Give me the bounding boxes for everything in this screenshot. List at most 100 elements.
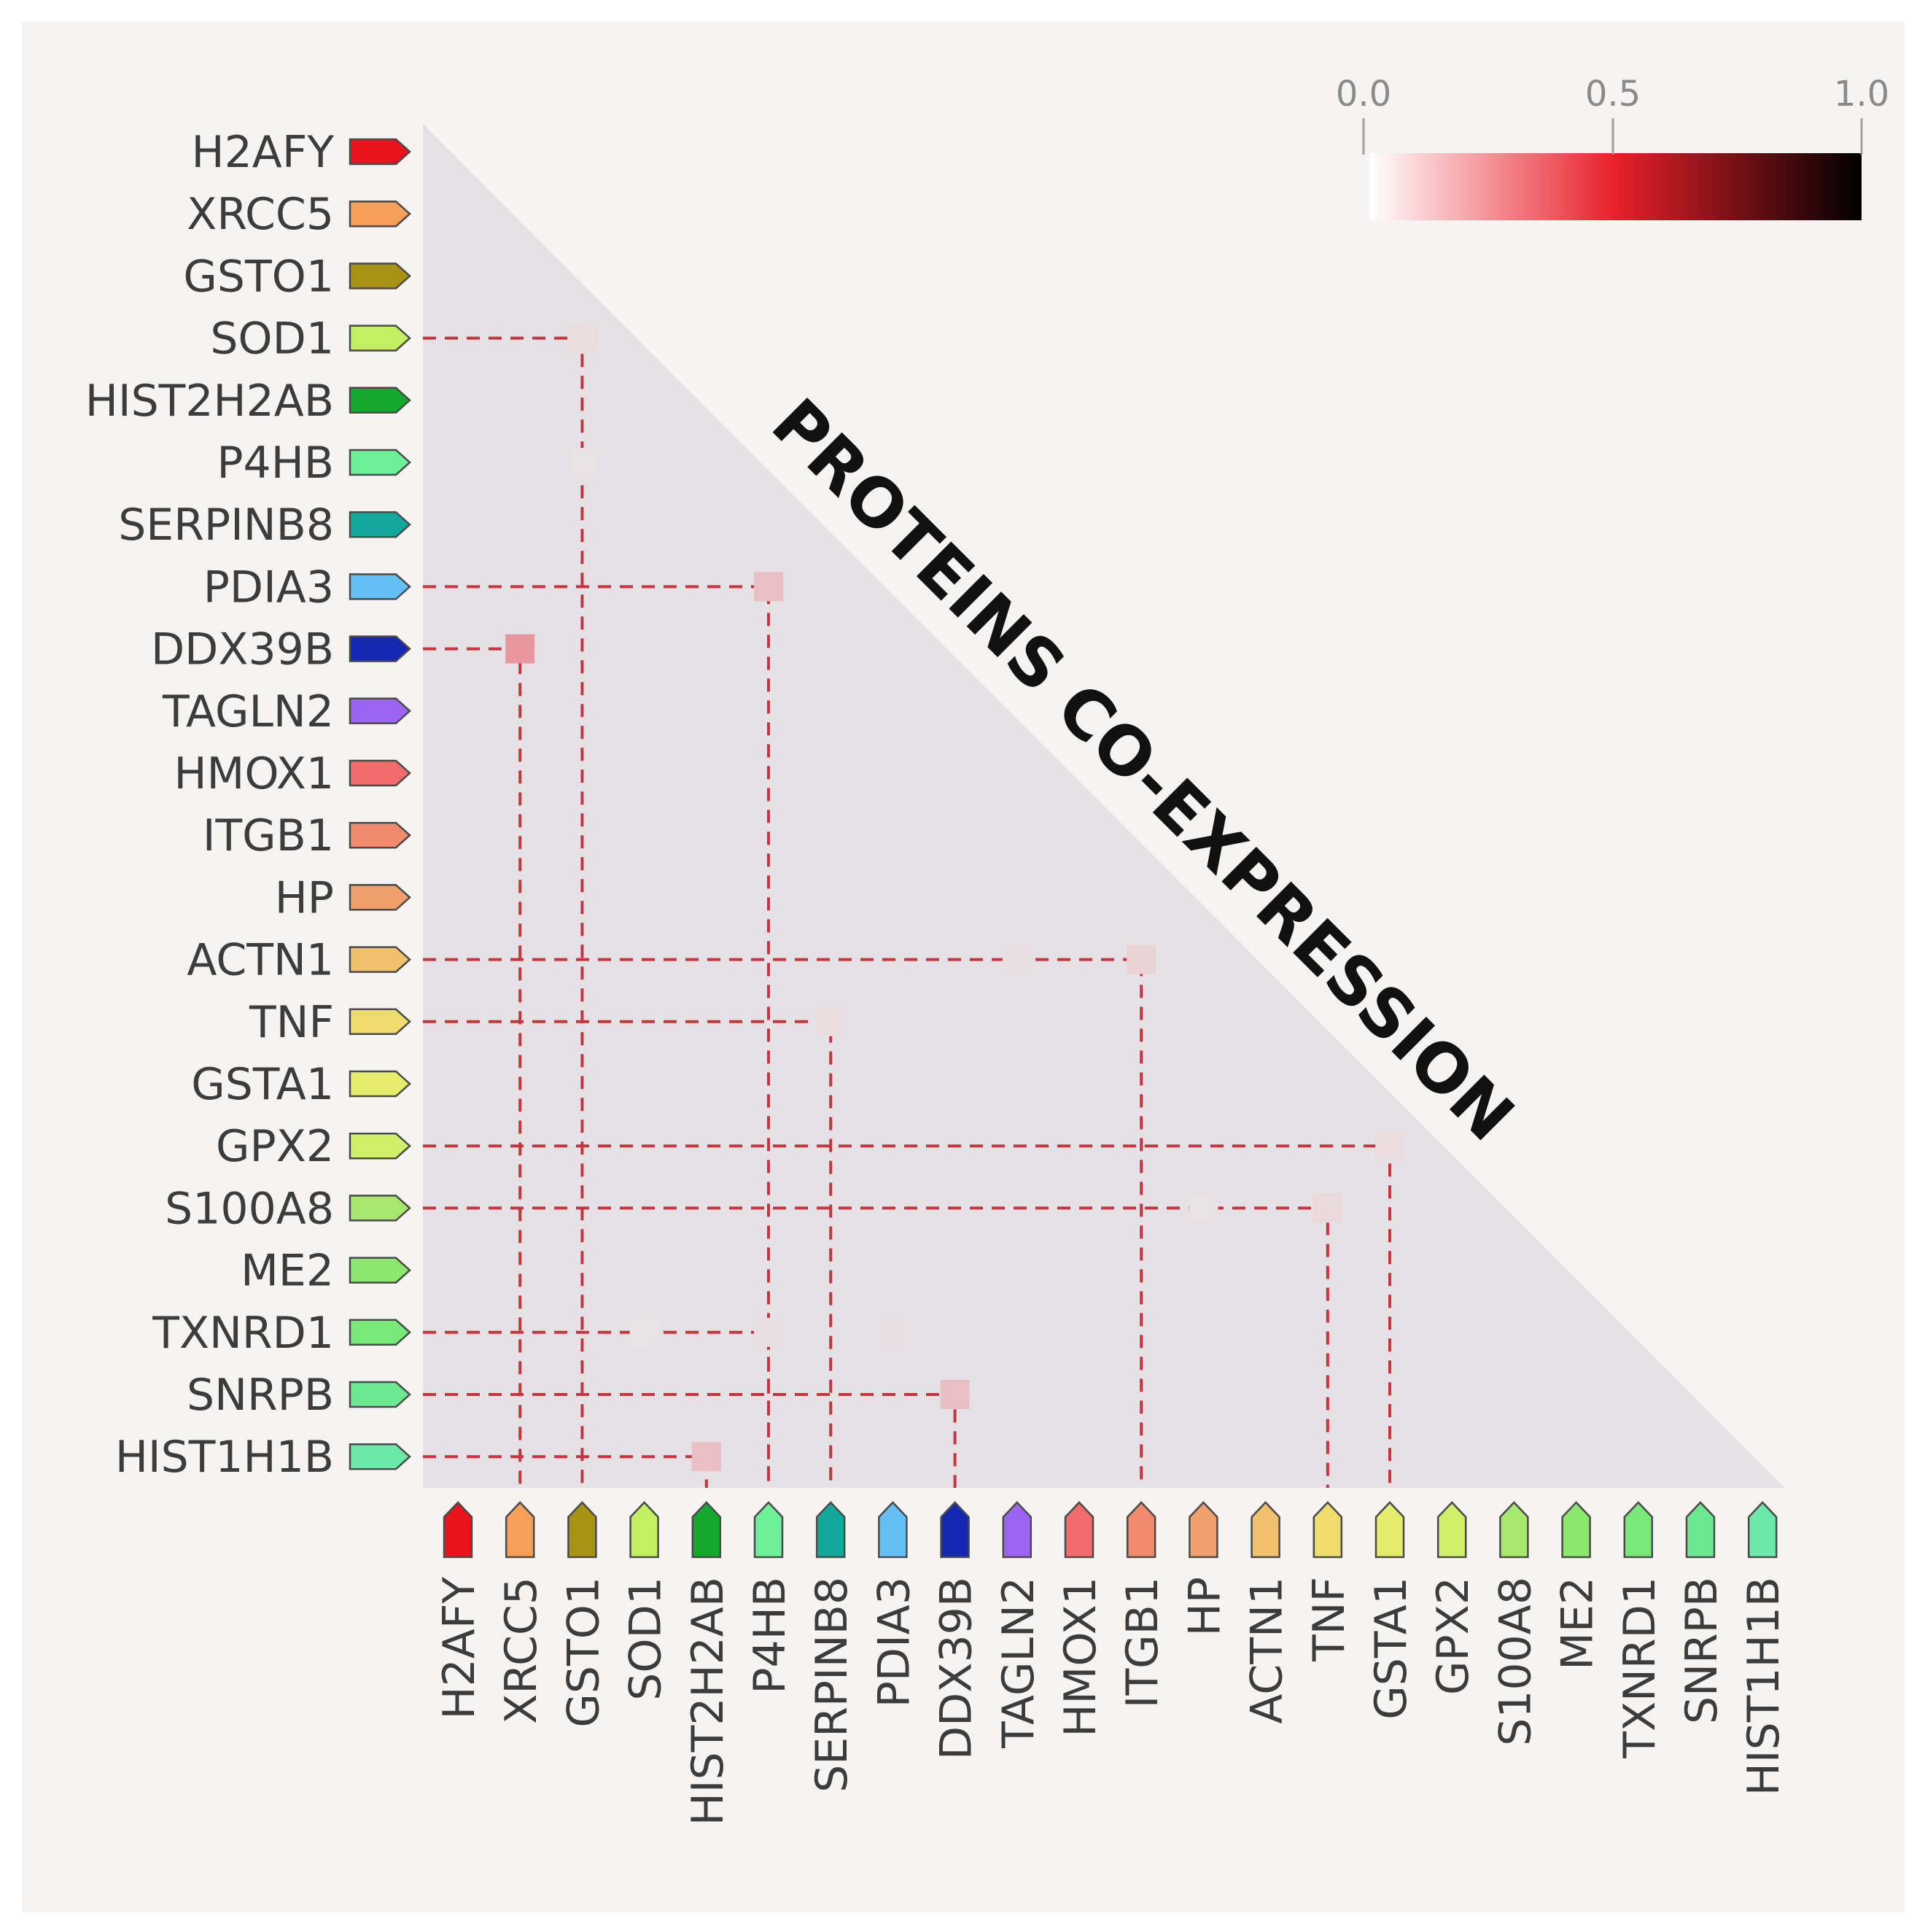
colorbar: 0.0 0.5 1.0 [1336,74,1889,220]
col-label-tnf: TNF [1304,1577,1355,1662]
cell-sod1-gsto1 [567,323,597,353]
row-label-pdia3: PDIA3 [203,562,334,613]
col-tag-me2 [1561,1501,1591,1559]
col-tag-hmox1 [1064,1501,1094,1559]
cell-pdia3-p4hb [754,572,783,602]
row-tag-sod1 [349,325,411,352]
row-label-hp: HP [275,872,334,923]
col-label-xrcc5: XRCC5 [496,1577,547,1724]
row-label-txnrd1: TXNRD1 [152,1308,334,1359]
row-tag-me2 [349,1257,411,1284]
cell-actn1-tagln2 [1002,944,1032,974]
cell-txnrd1-sod1 [629,1317,659,1347]
col-tag-gpx2 [1436,1501,1467,1559]
row-label-hist1h1b: HIST1H1B [115,1432,334,1483]
cell-txnrd1-pdia3 [878,1317,908,1347]
row-tag-h2afy [349,138,411,166]
cell-ddx39b-xrcc5 [505,634,535,664]
row-label-h2afy: H2AFY [192,127,335,178]
row-label-p4hb: P4HB [217,438,334,489]
col-label-itgb1: ITGB1 [1117,1577,1168,1708]
col-tag-hist1h1b [1747,1501,1778,1559]
cell-s100a8-hp [1189,1193,1218,1223]
row-tag-s100a8 [349,1195,411,1222]
col-label-txnrd1: TXNRD1 [1614,1577,1665,1759]
link-txnrd1-p4hb [423,1330,770,1488]
row-label-tagln2: TAGLN2 [162,686,334,737]
row-label-s100a8: S100A8 [165,1183,334,1234]
colorbar-tick-0: 0.0 [1336,74,1391,115]
col-tag-s100a8 [1499,1501,1529,1559]
row-tag-gsto1 [349,263,411,290]
cell-p4hb-gsto1 [567,448,597,477]
col-tag-gsta1 [1374,1501,1405,1559]
row-tag-xrcc5 [349,200,411,228]
row-label-gsta1: GSTA1 [191,1059,334,1110]
col-label-hist1h1b: HIST1H1B [1738,1577,1789,1796]
col-label-hmox1: HMOX1 [1055,1577,1106,1737]
col-tag-pdia3 [878,1501,908,1559]
col-label-sod1: SOD1 [621,1577,672,1701]
col-label-gpx2: GPX2 [1428,1577,1479,1695]
row-label-actn1: ACTN1 [187,935,334,986]
cell-snrpb-ddx39b [940,1380,970,1409]
row-tag-txnrd1 [349,1319,411,1346]
row-label-gpx2: GPX2 [216,1121,334,1172]
col-label-s100a8: S100A8 [1490,1577,1541,1746]
row-label-itgb1: ITGB1 [203,810,334,861]
col-tag-hp [1189,1501,1218,1559]
row-tag-hp [349,884,411,911]
row-tag-gpx2 [349,1132,411,1160]
row-tag-p4hb [349,449,411,476]
row-tag-actn1 [349,946,411,973]
col-label-tagln2: TAGLN2 [993,1577,1044,1749]
colorbar-tick-2: 1.0 [1834,74,1889,115]
cell-gpx2-gsta1 [1375,1131,1404,1161]
row-tag-itgb1 [349,821,411,849]
col-tag-sod1 [629,1501,659,1559]
column-labels: H2AFY XRCC5 GSTO1 SOD1 HIST2H2AB P4HB SERPINB8… [434,1501,1789,1826]
colorbar-tick-1: 0.5 [1585,74,1641,115]
row-label-xrcc5: XRCC5 [187,189,334,240]
col-label-hist2h2ab: HIST2H2AB [682,1577,734,1826]
link-tnf-serpinb8 [423,1020,833,1488]
row-label-ddx39b: DDX39B [151,624,334,675]
col-label-actn1: ACTN1 [1242,1577,1293,1724]
row-label-serpinb8: SERPINB8 [118,500,334,551]
row-tag-hmox1 [349,759,411,787]
col-label-p4hb: P4HB [744,1577,796,1694]
cell-txnrd1-p4hb [754,1317,783,1347]
col-tag-h2afy [443,1501,473,1559]
cell-hist1h1b-hist2h2ab [691,1442,721,1472]
row-labels: H2AFY XRCC5 GSTO1 SOD1 HIST2H2AB P4HB SERPINB8… [85,127,411,1483]
row-label-hmox1: HMOX1 [174,748,334,799]
col-tag-tagln2 [1002,1501,1032,1559]
row-label-snrpb: SNRPB [187,1370,334,1421]
col-label-h2afy: H2AFY [434,1577,485,1720]
row-tag-ddx39b [349,635,411,662]
col-label-me2: ME2 [1552,1577,1603,1670]
link-pdia3-p4hb [423,585,770,1488]
col-label-snrpb: SNRPB [1676,1577,1727,1724]
row-label-hist2h2ab: HIST2H2AB [85,376,334,427]
row-tag-serpinb8 [349,511,411,538]
row-label-tnf: TNF [249,997,334,1048]
col-label-gsta1: GSTA1 [1366,1577,1417,1720]
col-tag-txnrd1 [1623,1501,1654,1559]
row-tag-hist2h2ab [349,387,411,414]
link-hist1h1b-hist2h2ab [423,1455,708,1488]
col-tag-itgb1 [1126,1501,1156,1559]
cell-tnf-serpinb8 [816,1006,846,1036]
col-tag-hist2h2ab [691,1501,722,1559]
col-label-pdia3: PDIA3 [868,1577,919,1707]
col-tag-p4hb [753,1501,784,1559]
row-tag-hist1h1b [349,1443,411,1470]
col-tag-serpinb8 [815,1501,846,1559]
row-tag-tagln2 [349,697,411,725]
col-label-hp: HP [1179,1577,1230,1636]
row-tag-gsta1 [349,1070,411,1098]
col-label-gsto1: GSTO1 [558,1577,609,1728]
col-tag-actn1 [1251,1501,1280,1559]
row-label-sod1: SOD1 [210,314,334,365]
